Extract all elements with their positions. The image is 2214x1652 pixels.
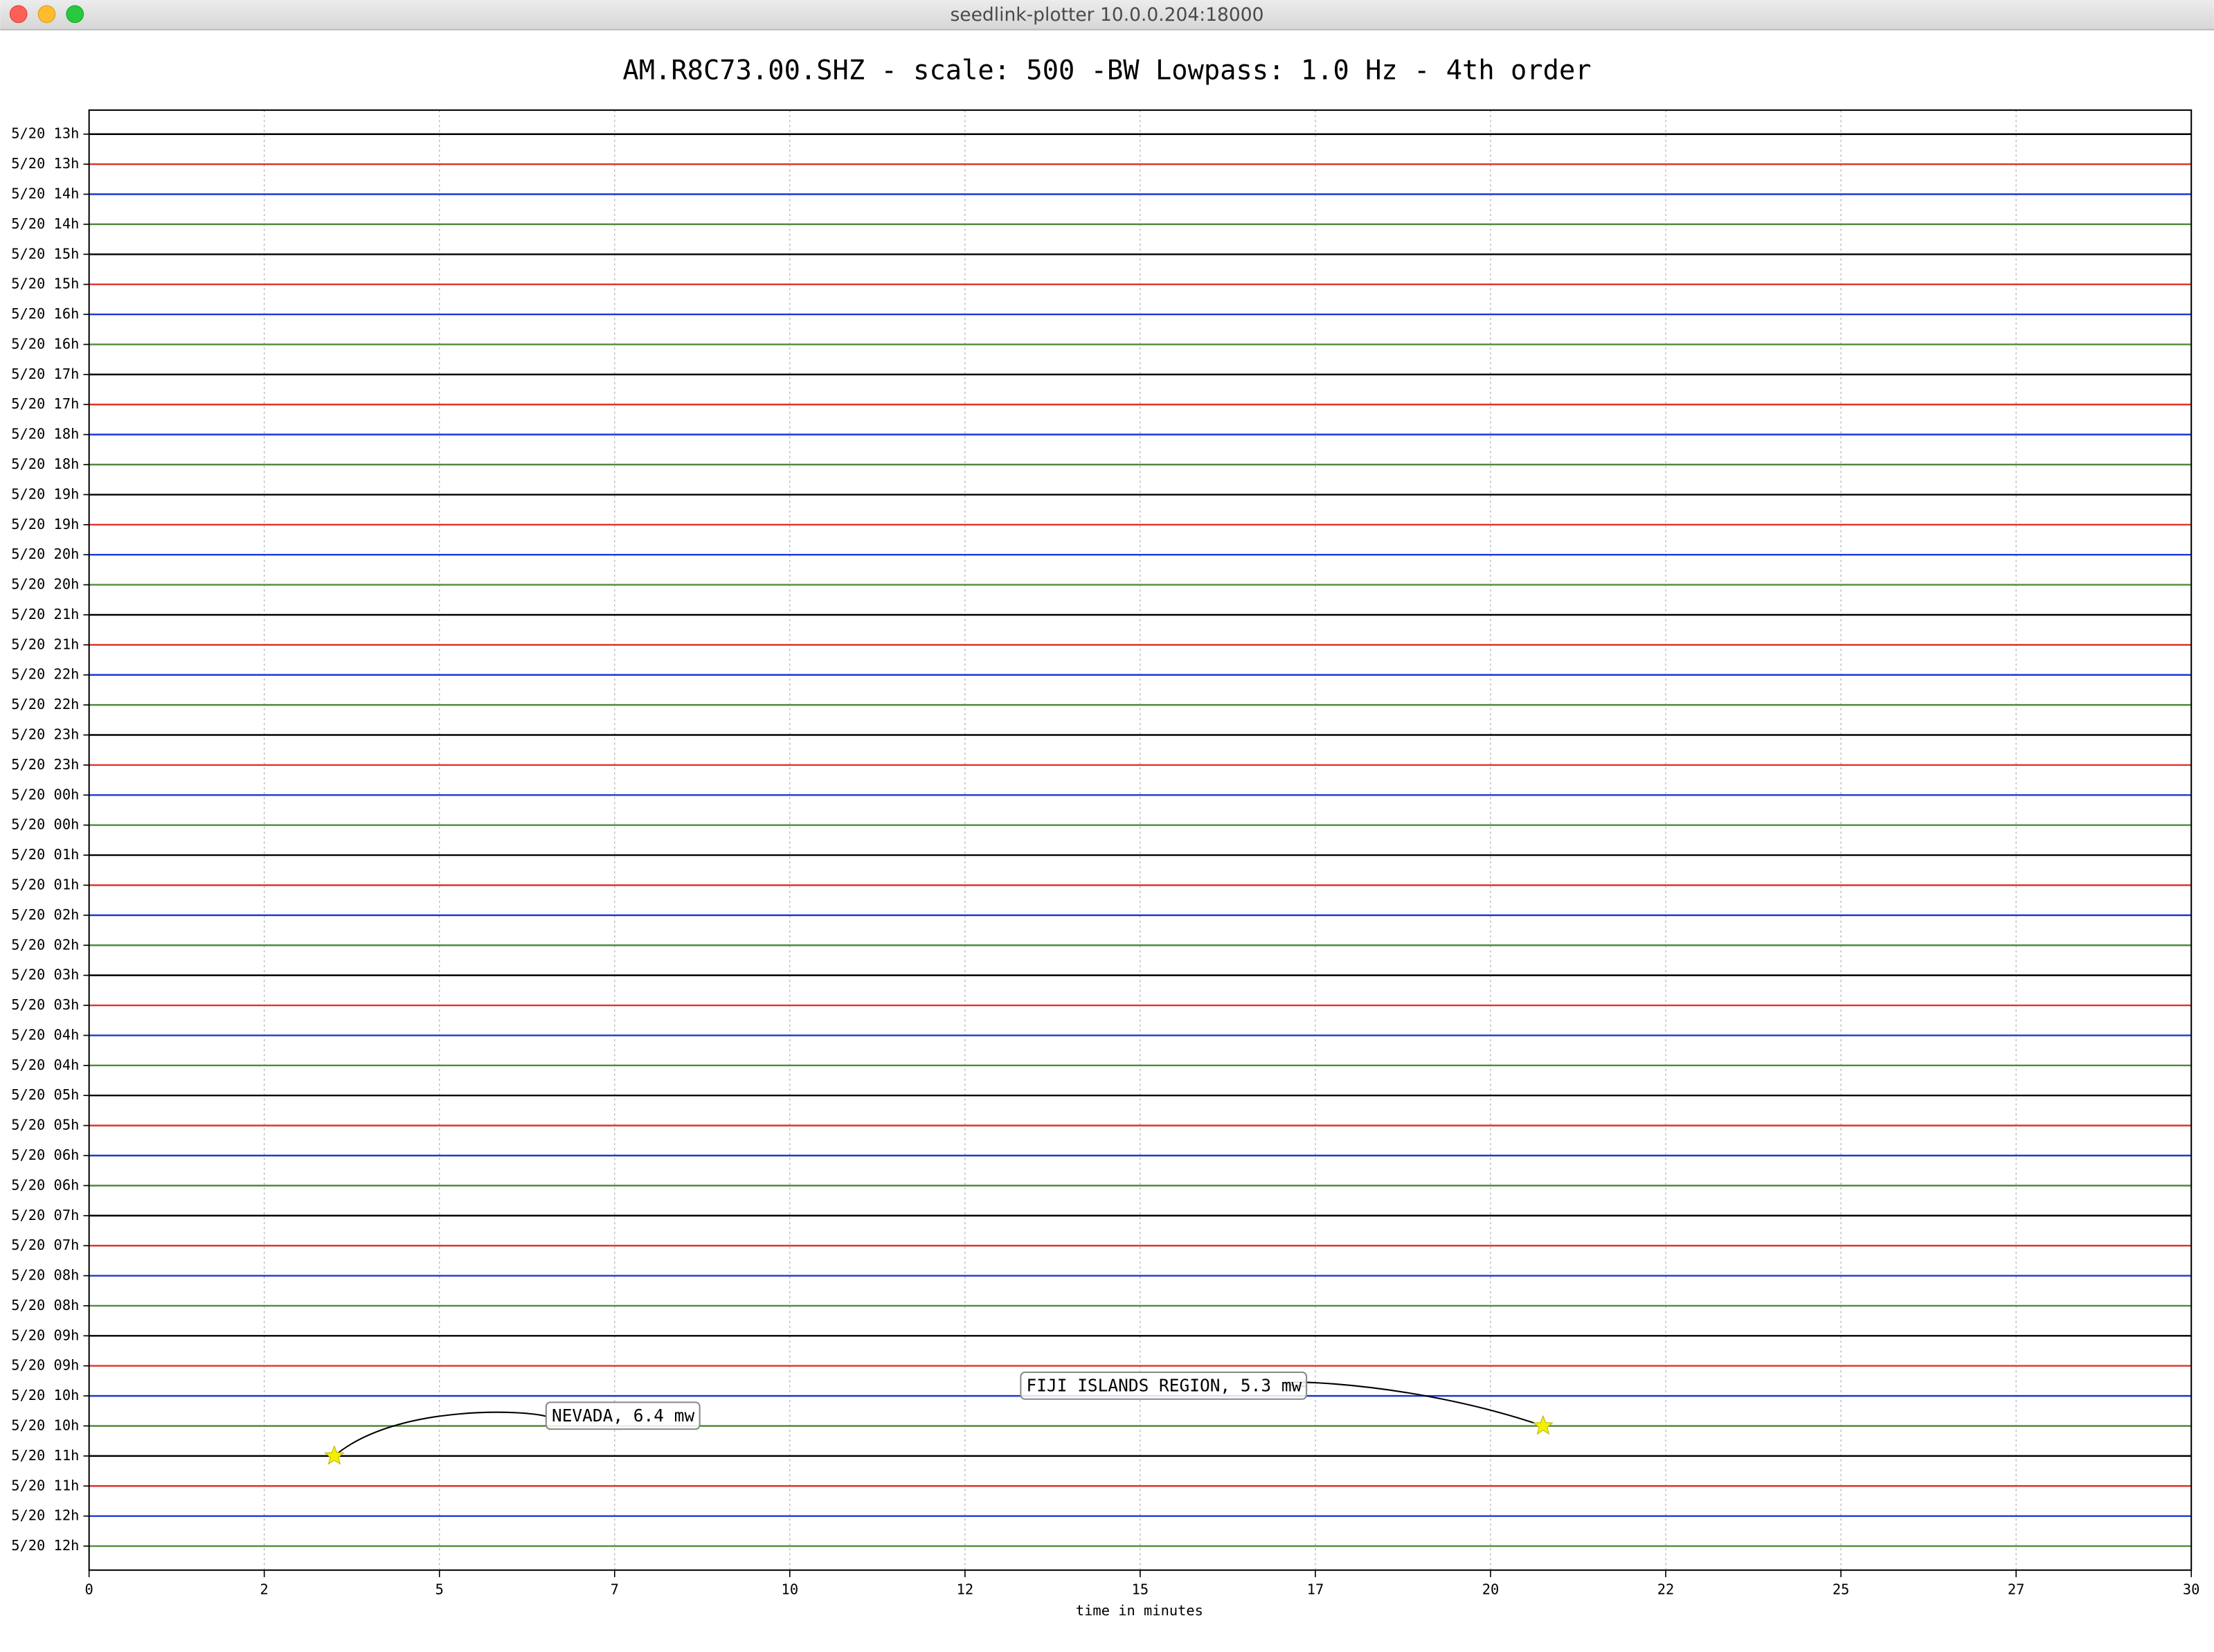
y-tick-label: 5/20 09h <box>11 1357 79 1374</box>
y-tick-label: 5/20 00h <box>11 786 79 802</box>
x-tick-label: 10 <box>782 1581 799 1597</box>
y-tick-label: 5/20 05h <box>11 1117 79 1133</box>
y-tick-label: 5/20 04h <box>11 1026 79 1043</box>
y-tick-label: 5/20 23h <box>11 726 79 743</box>
y-tick-label: 5/20 11h <box>11 1477 79 1493</box>
y-tick-label: 5/20 16h <box>11 305 79 322</box>
y-tick-label: 5/20 19h <box>11 485 79 502</box>
x-tick-label: 5 <box>435 1581 444 1597</box>
y-tick-label: 5/20 07h <box>11 1237 79 1253</box>
x-tick-label: 12 <box>957 1581 974 1597</box>
y-tick-label: 5/20 17h <box>11 395 79 412</box>
x-tick-label: 27 <box>2008 1581 2025 1597</box>
event-star <box>1532 1415 1554 1435</box>
y-tick-label: 5/20 03h <box>11 967 79 983</box>
y-tick-label: 5/20 13h <box>11 125 79 142</box>
minimize-button[interactable] <box>37 5 56 24</box>
y-tick-label: 5/20 05h <box>11 1086 79 1103</box>
y-tick-label: 5/20 19h <box>11 516 79 532</box>
y-tick-label: 5/20 03h <box>11 996 79 1013</box>
event-label: NEVADA, 6.4 mw <box>552 1406 695 1426</box>
x-tick-label: 17 <box>1307 1581 1324 1597</box>
y-tick-label: 5/20 06h <box>11 1147 79 1163</box>
y-tick-label: 5/20 17h <box>11 366 79 382</box>
y-tick-label: 5/20 11h <box>11 1447 79 1464</box>
event-label-box <box>1020 1371 1308 1400</box>
y-tick-label: 5/20 02h <box>11 906 79 923</box>
y-tick-label: 5/20 07h <box>11 1207 79 1223</box>
chart-title: AM.R8C73.00.SHZ - scale: 500 -BW Lowpass… <box>622 55 1591 87</box>
event-label-box <box>545 1401 701 1430</box>
y-tick-label: 5/20 14h <box>11 186 79 202</box>
y-tick-label: 5/20 00h <box>11 816 79 833</box>
y-tick-label: 5/20 12h <box>11 1537 79 1554</box>
y-tick-label: 5/20 15h <box>11 245 79 262</box>
y-tick-label: 5/20 01h <box>11 846 79 863</box>
y-tick-label: 5/20 04h <box>11 1057 79 1073</box>
close-button[interactable] <box>9 5 28 24</box>
y-tick-label: 5/20 10h <box>11 1387 79 1403</box>
y-tick-label: 5/20 09h <box>11 1327 79 1343</box>
x-tick-label: 22 <box>1657 1581 1675 1597</box>
event-star <box>324 1445 345 1465</box>
x-tick-label: 25 <box>1833 1581 1850 1597</box>
x-tick-label: 15 <box>1132 1581 1149 1597</box>
x-tick-label: 30 <box>2183 1581 2200 1597</box>
y-tick-label: 5/20 15h <box>11 276 79 292</box>
y-tick-label: 5/20 02h <box>11 936 79 953</box>
y-tick-label: 5/20 22h <box>11 666 79 683</box>
y-tick-label: 5/20 20h <box>11 576 79 593</box>
y-tick-label: 5/20 23h <box>11 756 79 773</box>
x-axis-label: time in minutes <box>1076 1602 1203 1619</box>
y-tick-label: 5/20 08h <box>11 1267 79 1284</box>
x-tick-label: 7 <box>611 1581 619 1597</box>
y-tick-label: 5/20 21h <box>11 636 79 652</box>
y-tick-label: 5/20 18h <box>11 456 79 472</box>
y-tick-label: 5/20 20h <box>11 546 79 562</box>
y-tick-label: 5/20 13h <box>11 155 79 172</box>
window-title: seedlink-plotter 10.0.0.204:18000 <box>951 4 1264 26</box>
y-tick-label: 5/20 21h <box>11 606 79 622</box>
y-tick-label: 5/20 14h <box>11 215 79 232</box>
x-tick-label: 2 <box>260 1581 269 1597</box>
y-tick-label: 5/20 12h <box>11 1507 79 1524</box>
x-tick-label: 0 <box>85 1581 93 1597</box>
plot-frame <box>88 109 2193 1571</box>
y-tick-label: 5/20 22h <box>11 696 79 712</box>
y-tick-label: 5/20 01h <box>11 876 79 892</box>
title-bar <box>0 0 2214 30</box>
zoom-button[interactable] <box>66 5 84 24</box>
x-tick-label: 20 <box>1482 1581 1500 1597</box>
y-tick-label: 5/20 16h <box>11 335 79 352</box>
y-tick-label: 5/20 18h <box>11 426 79 442</box>
event-label: FIJI ISLANDS REGION, 5.3 mw <box>1027 1375 1302 1395</box>
y-tick-label: 5/20 08h <box>11 1297 79 1313</box>
y-tick-label: 5/20 10h <box>11 1417 79 1433</box>
event-connector <box>334 1411 547 1457</box>
y-tick-label: 5/20 06h <box>11 1176 79 1193</box>
